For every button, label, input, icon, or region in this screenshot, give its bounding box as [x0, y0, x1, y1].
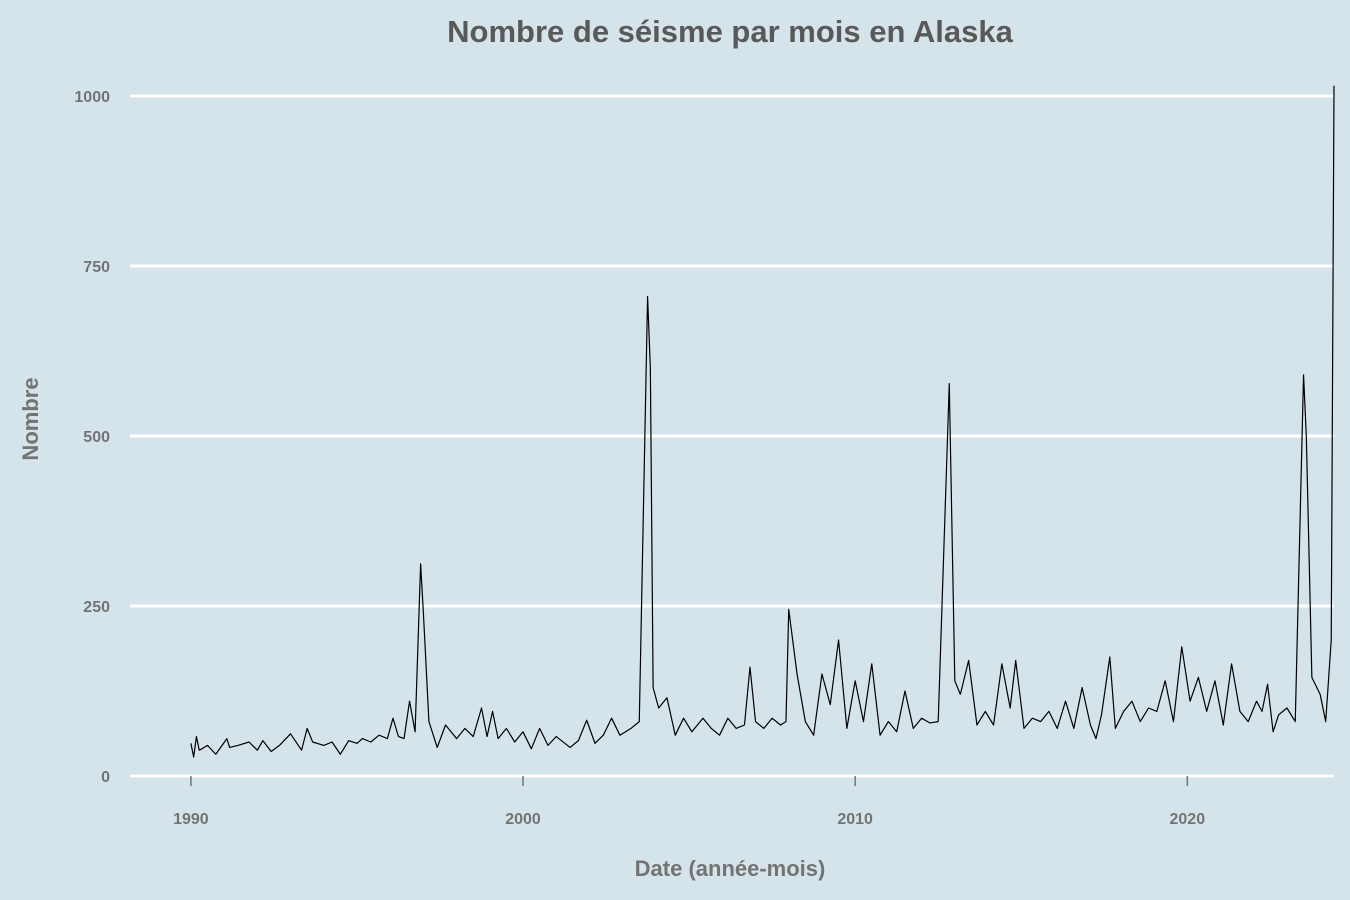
chart-title: Nombre de séisme par mois en Alaska	[447, 14, 1013, 49]
y-axis-title: Nombre	[18, 377, 43, 461]
x-tick-label-1990: 1990	[173, 811, 209, 828]
x-tick-label-2020: 2020	[1170, 811, 1206, 828]
y-tick-label-750: 750	[83, 259, 110, 276]
series-line-0	[190, 85, 1335, 758]
y-tick-label-500: 500	[83, 429, 110, 446]
x-tick-label-2000: 2000	[505, 811, 541, 828]
y-tick-label-1000: 1000	[74, 89, 110, 106]
y-tick-label-250: 250	[83, 599, 110, 616]
x-axis-title: Date (année-mois)	[634, 856, 826, 881]
y-tick-label-0: 0	[101, 769, 110, 786]
x-tick-label-2010: 2010	[837, 811, 873, 828]
